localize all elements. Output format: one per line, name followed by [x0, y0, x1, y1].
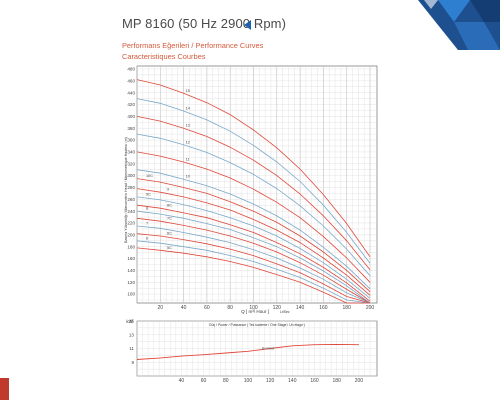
main-plot-frame: [136, 65, 378, 304]
stage-label-5C: 5C: [167, 246, 172, 250]
head-curve-9: [136, 188, 371, 296]
x-tick-label: 120: [273, 305, 282, 311]
head-curve-7C: [136, 217, 371, 304]
y-tick-label: 480: [127, 67, 135, 72]
stage-label-7C: 7C: [167, 217, 172, 221]
stage-label-15: 15: [186, 89, 190, 93]
y-tick-label: 180: [127, 244, 135, 249]
subtitle-performance-curves: Performans Eğerileri / Performance Curve…: [122, 41, 264, 50]
power-x-tick-label: 80: [223, 378, 229, 384]
stage-label-6: 6: [146, 236, 148, 240]
y-tick-label: 420: [127, 102, 135, 107]
x-tick-label: 60: [204, 305, 210, 311]
power-annotation: Nominal: [262, 347, 275, 351]
head-curve-10: [136, 169, 371, 290]
x-tick-label: 100: [249, 305, 258, 311]
head-curve-7: [136, 225, 371, 304]
y-tick-label: 360: [127, 138, 135, 143]
x-axis-unit-label: Lt/Sec: [280, 310, 290, 314]
brand-corner-logo: [418, 0, 500, 50]
x-axis-label: Q [ m³/ Hour ]: [241, 309, 269, 314]
stage-label-6C: 6C: [167, 232, 172, 236]
power-chart-title: Güç / Power / Puissance ( Tek kademe / O…: [209, 323, 305, 327]
power-curve: [136, 343, 359, 360]
stage-label-7: 7: [146, 221, 148, 225]
power-x-tick-label: 140: [288, 378, 297, 384]
y-tick-label: 200: [127, 232, 135, 237]
head-curve-6: [136, 240, 371, 304]
x-tick-label: 20: [158, 305, 164, 311]
stage-label-12: 12: [186, 140, 190, 144]
head-curve-8: [136, 210, 371, 304]
stage-label-10C: 10C: [146, 174, 153, 178]
title-arrow-icon: [244, 20, 251, 30]
y-tick-label: 120: [127, 280, 135, 285]
power-y-tick-label: 11: [129, 346, 134, 351]
x-tick-label: 40: [181, 305, 187, 311]
head-curve-11: [136, 151, 371, 283]
y-tick-label: 320: [127, 161, 135, 166]
subtitle-caracteristiques: Caracteristiques Courbes: [122, 52, 206, 61]
power-x-tick-label: 40: [179, 378, 185, 384]
head-curve-9C: [136, 196, 371, 299]
stage-label-13: 13: [186, 124, 190, 128]
x-tick-label: 180: [343, 305, 352, 311]
head-curve-14: [136, 98, 371, 264]
side-accent-bar: [0, 378, 9, 400]
y-axis-label: Basma Yüksekliği / Manometric Head / Man…: [124, 137, 128, 243]
stage-label-11: 11: [186, 157, 190, 161]
x-tick-label: 140: [296, 305, 305, 311]
power-x-tick-label: 180: [333, 378, 342, 384]
head-curve-12: [136, 133, 371, 276]
x-tick-label: 80: [227, 305, 233, 311]
y-tick-label: 280: [127, 185, 135, 190]
power-y-tick-label: 9: [131, 360, 134, 365]
stage-label-8: 8: [146, 207, 148, 211]
y-tick-label: 100: [127, 292, 135, 297]
y-tick-label: 380: [127, 126, 135, 131]
head-curve-6C: [136, 233, 371, 304]
x-tick-label: 160: [319, 305, 328, 311]
stage-label-14: 14: [186, 107, 190, 111]
power-y-axis-label: kW: [126, 319, 133, 324]
y-tick-label: 300: [127, 173, 135, 178]
y-tick-label: 220: [127, 221, 135, 226]
y-tick-label: 460: [127, 78, 135, 83]
power-y-tick-label: 15: [129, 319, 135, 324]
head-curve-15: [136, 79, 371, 258]
y-tick-label: 340: [127, 150, 135, 155]
y-tick-label: 400: [127, 114, 135, 119]
power-x-tick-label: 120: [266, 378, 275, 384]
y-tick-label: 140: [127, 268, 135, 273]
x-tick-label: 200: [366, 305, 375, 311]
stage-label-9C: 9C: [146, 192, 151, 196]
stage-label-9: 9: [167, 188, 169, 192]
power-x-tick-label: 200: [355, 378, 364, 384]
stage-label-8C: 8C: [167, 204, 172, 208]
y-tick-label: 260: [127, 197, 135, 202]
power-x-tick-label: 60: [201, 378, 207, 384]
head-curve-10C: [136, 178, 371, 292]
head-curve-8C: [136, 204, 371, 302]
y-tick-label: 440: [127, 90, 135, 95]
power-x-tick-label: 100: [244, 378, 253, 384]
head-curve-13: [136, 116, 371, 271]
stage-label-10: 10: [186, 175, 190, 179]
y-tick-label: 240: [127, 209, 135, 214]
power-x-tick-label: 160: [310, 378, 319, 384]
head-curve-5C: [136, 247, 370, 304]
power-y-tick-label: 13: [129, 332, 135, 337]
y-tick-label: 160: [127, 256, 135, 261]
